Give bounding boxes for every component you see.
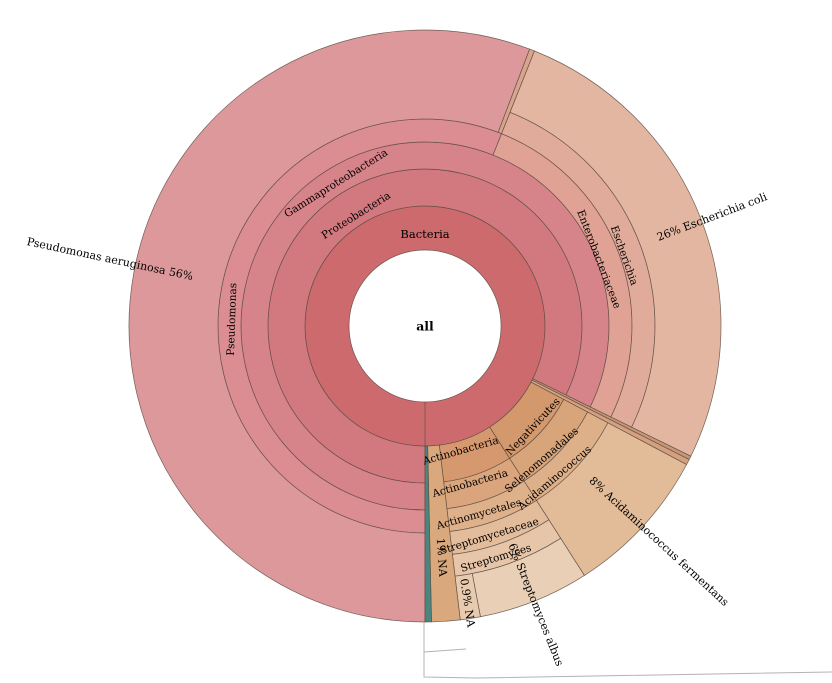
center-label[interactable]: all — [416, 318, 434, 334]
leaf-label-bacteria-na: 1% NA — [434, 538, 450, 578]
leader-line-1 — [423, 622, 832, 679]
leader-line-2 — [423, 648, 467, 653]
wedge-pseudomonas-aeruginosa[interactable] — [128, 29, 530, 623]
label-bacteria: Bacteria — [400, 227, 449, 241]
center-disc[interactable] — [349, 250, 501, 402]
wedge-escherichia-coli[interactable] — [509, 50, 722, 457]
wedges-layer — [128, 29, 722, 623]
lines-layer — [423, 622, 832, 679]
label-pseudomonas: Pseudomonas — [225, 283, 240, 356]
wedge-teal-sliver[interactable] — [424, 445, 432, 623]
